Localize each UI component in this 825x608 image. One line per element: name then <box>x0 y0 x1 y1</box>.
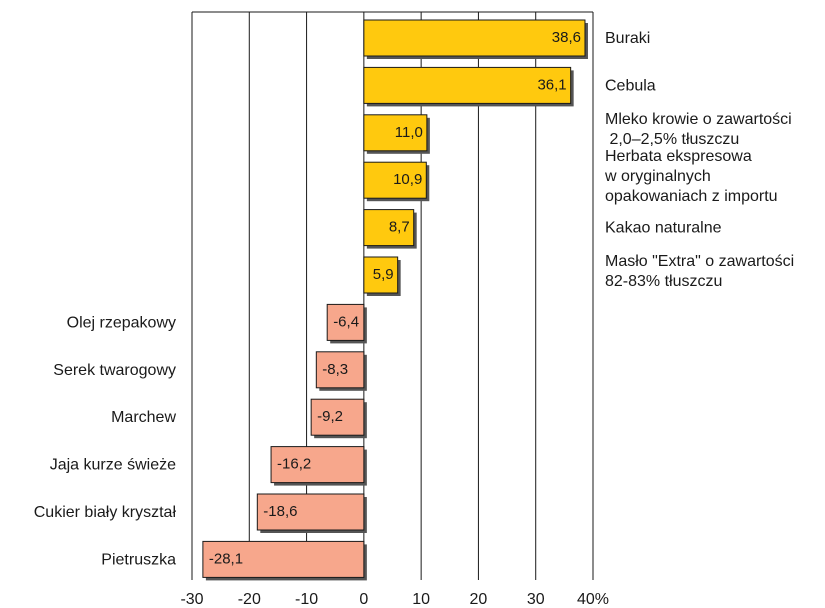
bar <box>363 66 572 104</box>
bar-value-label: 36,1 <box>537 76 566 93</box>
x-tick-label: 20 <box>470 591 488 608</box>
x-tick-label: 10 <box>412 591 430 608</box>
x-tick-label: -20 <box>238 591 261 608</box>
category-label-line: Buraki <box>605 30 650 47</box>
bar <box>315 351 365 389</box>
x-tick-label: 30 <box>527 591 545 608</box>
category-label-line: 82-83% tłuszczu <box>605 273 722 290</box>
bar-value-label: -6,4 <box>333 313 359 330</box>
category-label-line: Cukier biały kryształ <box>34 504 177 521</box>
category-label-line: Serek twarogowy <box>53 362 176 379</box>
x-tick-label: 40% <box>577 591 609 608</box>
category-label: Cukier biały kryształ <box>34 504 177 521</box>
category-label-line: 2,0–2,5% tłuszczu <box>605 131 739 148</box>
x-tick-label: -30 <box>180 591 203 608</box>
category-label: Herbata ekspresowa w oryginalnych opakowan… <box>604 148 778 205</box>
bar-value-label: -9,2 <box>317 408 343 425</box>
bar <box>202 540 365 578</box>
bar <box>363 161 427 199</box>
category-label-line: Masło "Extra" o zawartości <box>605 253 794 270</box>
category-label: Marchew <box>111 409 176 426</box>
category-label: Mleko krowie o zawartości 2,0–2,5% tłusz… <box>605 111 792 148</box>
category-label: Buraki <box>605 30 650 47</box>
bars: 38,6 36,1 11,0 10,9 8,7 5,9 -6,4 -8,3 -9,2 -16,2 -… <box>202 19 588 581</box>
bar-value-label: -18,6 <box>263 503 297 520</box>
bar <box>326 303 365 341</box>
bar <box>363 114 428 152</box>
bar-value-label: 10,9 <box>393 171 422 188</box>
grid-lines <box>191 11 594 580</box>
bar-value-label: -16,2 <box>277 456 311 473</box>
category-label: Serek twarogowy <box>53 362 176 379</box>
category-label-line: Marchew <box>111 409 176 426</box>
bar-value-label: -28,1 <box>209 550 243 567</box>
bar <box>310 398 365 436</box>
category-label-line: Mleko krowie o zawartości <box>605 111 792 128</box>
x-tick-label: 0 <box>359 591 368 608</box>
bar-value-label: 38,6 <box>552 29 581 46</box>
bar <box>363 19 586 57</box>
category-label-line: Jaja kurze świeże <box>50 457 176 474</box>
category-label-line: Olej rzepakowy <box>67 314 176 331</box>
x-tick-labels: -30 -20 -10 0 10 20 30 40% <box>180 591 609 608</box>
category-label: Jaja kurze świeże <box>50 457 176 474</box>
category-label-line: Pietruszka <box>101 551 176 568</box>
category-label: Kakao naturalne <box>605 220 722 237</box>
category-label-line: Herbata ekspresowa <box>605 148 752 165</box>
category-label-line: Cebula <box>605 77 656 94</box>
bar-value-label: 8,7 <box>389 219 410 236</box>
bar <box>363 256 399 294</box>
category-label-line: opakowaniach z importu <box>605 188 778 205</box>
category-label: Masło "Extra" o zawartości 82-83% tłuszcz… <box>605 253 794 290</box>
category-label-line: w oryginalnych <box>604 168 711 185</box>
category-labels: Buraki Cebula Mleko krowie o zawartości 2,… <box>34 30 794 568</box>
category-label: Olej rzepakowy <box>67 314 176 331</box>
bar <box>256 493 365 531</box>
x-tick-label: -10 <box>295 591 318 608</box>
category-label: Cebula <box>605 77 656 94</box>
bar-value-label: -8,3 <box>322 361 348 378</box>
bar-value-label: 5,9 <box>373 266 394 283</box>
bar <box>363 209 415 247</box>
category-label-line: Kakao naturalne <box>605 220 722 237</box>
bar <box>270 446 365 484</box>
bar-value-label: 11,0 <box>395 124 423 141</box>
category-label: Pietruszka <box>101 551 176 568</box>
